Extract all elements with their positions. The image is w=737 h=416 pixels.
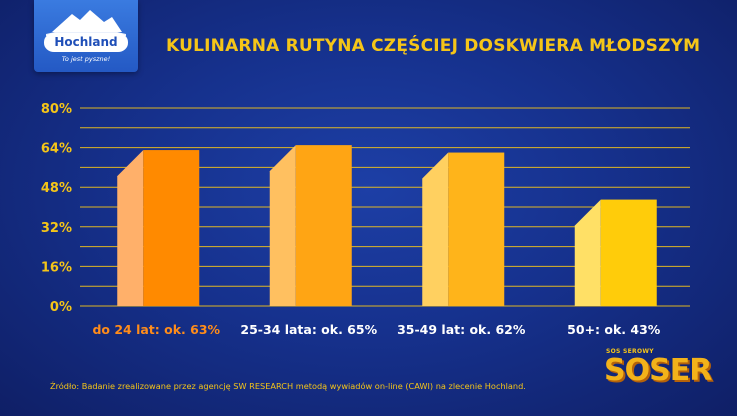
bar-side — [422, 152, 449, 306]
bar — [448, 152, 505, 306]
y-tick-label: 32% — [41, 221, 72, 236]
bar — [143, 150, 200, 306]
y-tick-label: 16% — [41, 260, 72, 275]
y-tick-label: 48% — [41, 181, 72, 196]
y-tick-label: 64% — [41, 142, 72, 157]
source-note: Źródło: Badanie zrealizowane przez agenc… — [50, 381, 526, 391]
category-label: 35-49 lat: ok. 62% — [397, 322, 526, 337]
page-title: KULINARNA RUTYNA CZĘŚCIEJ DOSKWIERA MŁOD… — [166, 36, 701, 56]
bar — [295, 145, 352, 306]
category-label: 50+: ok. 43% — [567, 322, 661, 337]
logo-slogan: To jest pyszne! — [61, 55, 111, 63]
category-label: do 24 lat: ok. 63% — [92, 322, 220, 337]
bar-side — [269, 145, 296, 306]
logo-brand-name: Hochland — [44, 33, 128, 52]
bar — [600, 199, 657, 306]
hochland-logo: Hochland To jest pyszne! — [34, 0, 138, 72]
y-tick-label: 0% — [50, 300, 72, 315]
soser-badge-big: SOSER — [604, 353, 712, 388]
soser-badge: SOS SEROWY SOSER — [604, 348, 712, 394]
category-label: 25-34 lata: ok. 65% — [240, 322, 377, 337]
bar-side — [574, 199, 601, 306]
bar-side — [117, 150, 144, 306]
y-tick-label: 80% — [41, 102, 72, 117]
soser-badge-small: SOS SEROWY — [606, 348, 654, 355]
